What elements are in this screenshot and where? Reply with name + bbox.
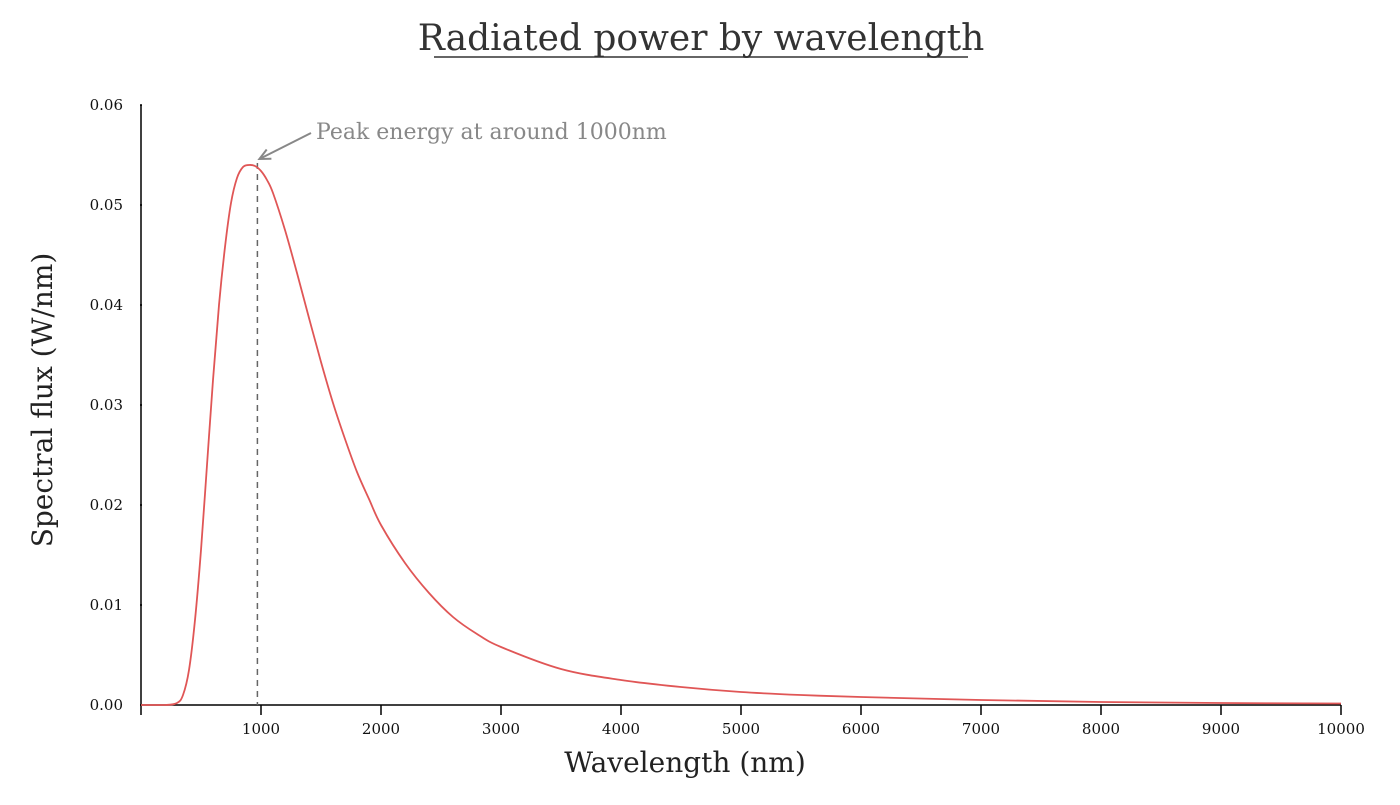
x-axis: 1000 2000 3000 4000 5000 6000 7000 8000 9000 1000… [140, 704, 1365, 738]
y-axis-title: Spectral flux (W/nm) [26, 253, 59, 548]
x-tick-label: 7000 [962, 720, 1000, 738]
x-tick-label: 4000 [602, 720, 640, 738]
x-tick-label: 3000 [482, 720, 520, 738]
series-line [141, 164, 1342, 706]
x-tick-label: 5000 [722, 720, 760, 738]
y-tick-label: 0.03 [90, 396, 123, 414]
y-tick-label: 0.01 [90, 596, 123, 614]
y-axis: 0.00 0.01 0.02 0.03 0.04 0.05 0.06 [90, 96, 142, 714]
y-tick-label: 0.00 [90, 696, 123, 714]
x-tick-label: 6000 [842, 720, 880, 738]
y-tick-label: 0.06 [90, 96, 123, 114]
annotation-text: Peak energy at around 1000nm [316, 120, 667, 145]
x-tick-label: 8000 [1082, 720, 1120, 738]
y-tick-label: 0.04 [90, 296, 123, 314]
x-tick-label: 1000 [242, 720, 280, 738]
x-axis-title: Wavelength (nm) [564, 746, 806, 779]
x-tick-label: 9000 [1202, 720, 1240, 738]
annotation-arrowhead [257, 148, 272, 161]
y-tick-label: 0.02 [90, 496, 123, 514]
annotation-arrow [258, 132, 312, 160]
x-tick-label: 10000 [1317, 720, 1365, 738]
x-tick-label: 2000 [362, 720, 400, 738]
chart-title: Radiated power by wavelength [418, 18, 985, 59]
plot-area: Peak energy at around 1000nm [141, 120, 1342, 706]
y-tick-label: 0.05 [90, 196, 123, 214]
